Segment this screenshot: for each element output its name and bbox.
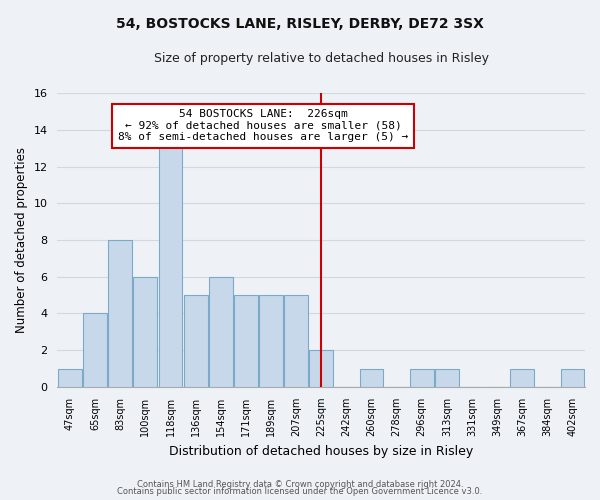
Text: Contains HM Land Registry data © Crown copyright and database right 2024.: Contains HM Land Registry data © Crown c…	[137, 480, 463, 489]
Bar	[435, 368, 459, 387]
Bar	[83, 314, 107, 387]
Bar	[410, 368, 434, 387]
Text: 54, BOSTOCKS LANE, RISLEY, DERBY, DE72 3SX: 54, BOSTOCKS LANE, RISLEY, DERBY, DE72 3…	[116, 18, 484, 32]
Y-axis label: Number of detached properties: Number of detached properties	[15, 147, 28, 333]
Bar	[359, 368, 383, 387]
Bar	[184, 295, 208, 387]
Bar	[234, 295, 258, 387]
Bar	[133, 276, 157, 387]
Bar	[259, 295, 283, 387]
Bar	[510, 368, 534, 387]
X-axis label: Distribution of detached houses by size in Risley: Distribution of detached houses by size …	[169, 444, 473, 458]
Text: 54 BOSTOCKS LANE:  226sqm
← 92% of detached houses are smaller (58)
8% of semi-d: 54 BOSTOCKS LANE: 226sqm ← 92% of detach…	[118, 109, 408, 142]
Bar	[284, 295, 308, 387]
Bar	[560, 368, 584, 387]
Bar	[309, 350, 333, 387]
Text: Contains public sector information licensed under the Open Government Licence v3: Contains public sector information licen…	[118, 487, 482, 496]
Bar	[58, 368, 82, 387]
Title: Size of property relative to detached houses in Risley: Size of property relative to detached ho…	[154, 52, 489, 66]
Bar	[158, 148, 182, 387]
Bar	[108, 240, 132, 387]
Bar	[209, 276, 233, 387]
